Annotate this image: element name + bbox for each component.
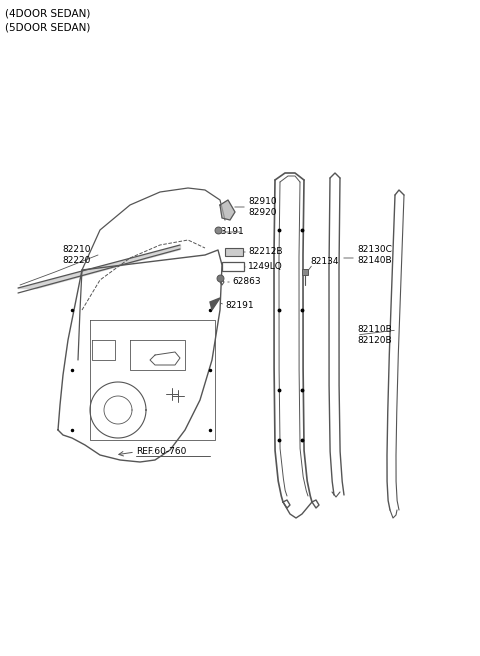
Text: 82212B: 82212B xyxy=(248,247,283,256)
Bar xyxy=(225,248,243,256)
Text: 82210
82220: 82210 82220 xyxy=(62,245,91,265)
Text: (4DOOR SEDAN)
(5DOOR SEDAN): (4DOOR SEDAN) (5DOOR SEDAN) xyxy=(5,8,90,32)
Text: 82134: 82134 xyxy=(310,258,338,266)
Bar xyxy=(222,262,244,271)
Text: 82110B
82120B: 82110B 82120B xyxy=(357,325,392,345)
Polygon shape xyxy=(220,200,235,220)
Text: 82130C
82140B: 82130C 82140B xyxy=(357,245,392,265)
Text: REF.60-760: REF.60-760 xyxy=(136,447,186,457)
Text: 82910
82920: 82910 82920 xyxy=(248,197,276,217)
Text: 1249LQ: 1249LQ xyxy=(248,262,283,272)
Text: 62863: 62863 xyxy=(232,277,261,287)
Polygon shape xyxy=(210,298,220,310)
Text: 83191: 83191 xyxy=(215,228,244,237)
Text: 82191: 82191 xyxy=(225,300,253,310)
